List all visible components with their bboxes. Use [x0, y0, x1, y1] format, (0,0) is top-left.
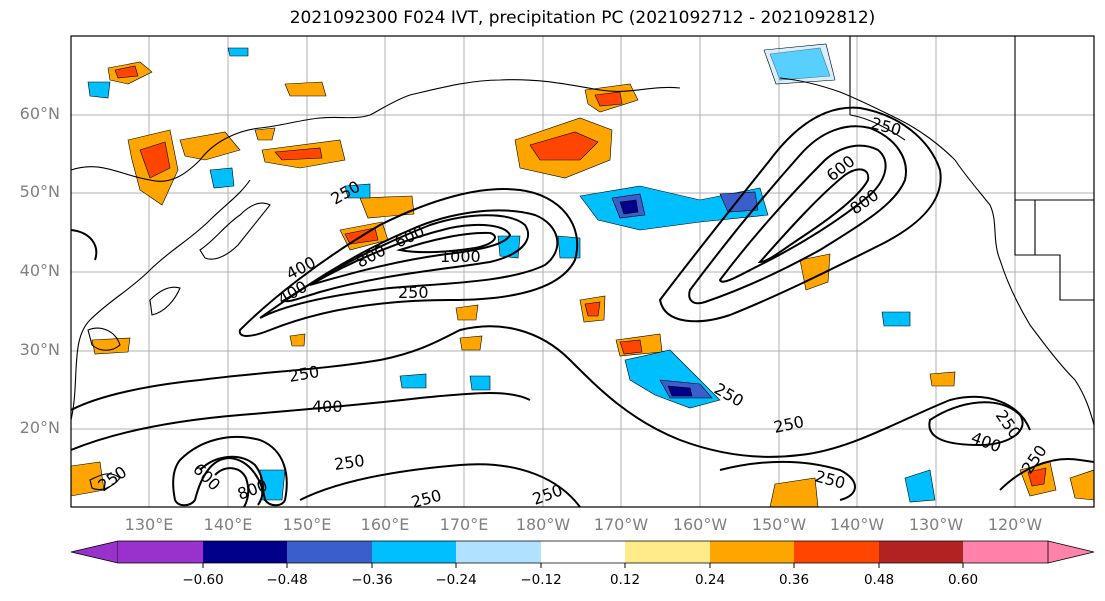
lon-label: 140°E	[203, 515, 253, 534]
lat-label: 60°N	[19, 104, 60, 123]
contour-label: 600	[189, 459, 224, 494]
contour-label: 250	[869, 114, 903, 140]
colorbar-cell	[879, 541, 963, 563]
lon-label: 150°W	[751, 515, 807, 534]
colorbar-cell	[541, 541, 625, 563]
contour-label: 250	[711, 379, 747, 411]
colorbar-cell	[287, 541, 372, 563]
colorbar-tick-label: −0.36	[351, 572, 393, 588]
lon-label: 170°E	[439, 515, 489, 534]
colorbar-cell	[203, 541, 287, 563]
lon-label: 130°W	[908, 515, 964, 534]
lat-label: 30°N	[19, 340, 60, 359]
lat-label: 40°N	[19, 261, 60, 280]
precip-shading	[71, 43, 1094, 507]
contour-label: 250	[328, 177, 364, 209]
colorbar-cell	[456, 541, 541, 563]
contour-label: 250	[287, 362, 320, 386]
colorbar-cell	[118, 541, 203, 563]
colorbar-tick-label: 0.12	[609, 572, 641, 588]
contour-label: 250	[333, 451, 366, 474]
lon-label: 160°E	[360, 515, 410, 534]
lat-label: 50°N	[19, 182, 60, 201]
lon-label: 150°E	[282, 515, 332, 534]
contour-label: 250	[398, 283, 429, 302]
colorbar-tick-label: −0.24	[435, 572, 477, 588]
lon-label: 140°W	[829, 515, 885, 534]
lon-label: 180°W	[515, 515, 571, 534]
contour-label: 400	[312, 397, 343, 416]
lon-label: 130°E	[124, 515, 174, 534]
colorbar-cell	[710, 541, 794, 563]
coastlines	[71, 36, 1094, 491]
contour-label: 1000	[440, 247, 481, 266]
colorbar-cell	[625, 541, 710, 563]
contour-label: 400	[969, 428, 1004, 456]
colorbar-cell	[794, 541, 879, 563]
colorbar-extend-high	[1047, 540, 1095, 564]
contour-label: 250	[530, 480, 565, 508]
lon-label: 170°W	[593, 515, 649, 534]
ivt-contours	[71, 106, 1094, 507]
colorbar-outline	[118, 540, 1048, 564]
colorbar-tick-label: 0.48	[863, 572, 895, 588]
lat-label: 20°N	[19, 418, 60, 437]
colorbar-cell	[372, 541, 456, 563]
colorbar-tick-label: 0.60	[947, 572, 979, 588]
colorbar-tick-label: −0.12	[520, 572, 562, 588]
colorbar	[70, 540, 1095, 568]
lon-label: 120°W	[987, 515, 1043, 534]
colorbar-cell	[963, 541, 1048, 563]
contour-label: 250	[409, 486, 443, 512]
lon-label: 160°W	[672, 515, 728, 534]
colorbar-tick-label: 0.36	[778, 572, 810, 588]
colorbar-extend-low	[70, 540, 119, 564]
colorbar-tick-label: −0.48	[266, 572, 308, 588]
map-title: 2021092300 F024 IVT, precipitation PC (2…	[289, 8, 876, 28]
colorbar-tick-label: 0.24	[694, 572, 726, 588]
map-frame	[70, 35, 1095, 508]
colorbar-tick-label: −0.60	[182, 572, 224, 588]
contour-label: 250	[772, 412, 806, 437]
gridlines	[71, 36, 1094, 507]
